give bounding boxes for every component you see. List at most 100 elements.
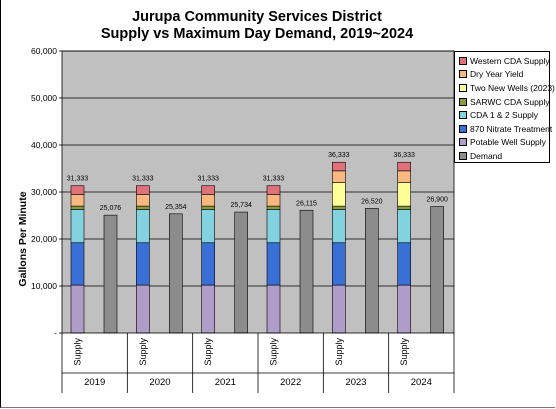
legend-swatch <box>459 124 467 133</box>
supply-segment <box>266 205 281 210</box>
x-category-label: Supply <box>203 338 213 366</box>
supply-total-label: 36,333 <box>393 152 415 159</box>
legend-item: Dry Year Yield <box>459 68 549 82</box>
chart-title-line1: Jurupa Community Services District <box>132 9 382 25</box>
chart-legend: Western CDA Supply Dry Year Yield Two New … <box>454 51 555 163</box>
demand-bar <box>169 213 183 334</box>
demand-value-label: 26,520 <box>361 198 383 205</box>
supply-segment <box>136 185 150 195</box>
legend-label: CDA 1 & 2 Supply <box>470 110 539 121</box>
legend-swatch <box>459 70 467 79</box>
supply-segment <box>332 161 346 172</box>
legend-label: SARWC CDA Supply <box>470 96 550 107</box>
supply-segment <box>136 209 150 244</box>
x-category-label: Supply <box>334 338 344 366</box>
x-category-label: Supply <box>269 338 279 366</box>
supply-segment <box>136 205 150 210</box>
demand-bar <box>299 209 314 334</box>
supply-segment <box>136 194 150 207</box>
x-year-label: 2021 <box>215 377 236 388</box>
supply-segment <box>397 242 411 286</box>
x-year-label: 2020 <box>149 377 170 388</box>
x-year-label: 2024 <box>411 377 432 388</box>
y-tick-label: 30,000 <box>31 187 57 197</box>
supply-segment <box>201 284 215 334</box>
supply-segment <box>266 194 281 207</box>
demand-bar <box>365 208 379 334</box>
legend-label: Two New Wells (2023) <box>470 82 555 93</box>
x-category-label: Supply <box>73 338 83 366</box>
x-category-label: Supply <box>399 338 409 366</box>
legend-label: Potable Well Supply <box>470 137 546 148</box>
legend-swatch <box>459 138 467 147</box>
supply-segment <box>266 185 281 195</box>
legend-item: 870 Nitrate Treatment <box>459 122 553 136</box>
supply-segment <box>397 182 411 207</box>
x-year-label: 2019 <box>84 377 105 388</box>
supply-segment <box>70 185 85 195</box>
supply-segment <box>397 161 411 172</box>
supply-segment <box>201 205 215 210</box>
supply-segment <box>397 209 411 244</box>
legend-swatch <box>459 97 467 106</box>
x-year-label: 2023 <box>345 377 366 388</box>
legend-item: Western CDA Supply <box>459 54 550 68</box>
supply-total-label: 31,333 <box>132 176 154 183</box>
supply-segment <box>332 205 346 210</box>
supply-segment <box>201 185 215 195</box>
y-tick-label: 60,000 <box>31 46 57 56</box>
supply-total-label: 31,333 <box>67 176 89 183</box>
legend-label: Demand <box>470 150 503 161</box>
demand-value-label: 26,900 <box>426 197 448 204</box>
supply-segment <box>136 242 150 286</box>
chart-title-line2: Supply vs Maximum Day Demand, 2019~2024 <box>100 26 414 42</box>
legend-label: 870 Nitrate Treatment <box>470 123 553 134</box>
supply-total-label: 31,333 <box>197 176 219 183</box>
demand-bar <box>430 206 444 334</box>
y-tick-label: 10,000 <box>31 281 57 291</box>
supply-segment <box>201 209 215 244</box>
supply-segment <box>70 205 85 210</box>
supply-segment <box>70 194 85 207</box>
supply-segment <box>70 284 85 334</box>
legend-item: Demand <box>459 149 549 163</box>
supply-segment <box>332 242 346 286</box>
demand-value-label: 25,076 <box>100 205 122 212</box>
supply-segment <box>266 242 281 286</box>
supply-total-label: 31,333 <box>263 176 285 183</box>
supply-segment <box>266 284 281 334</box>
supply-segment <box>397 284 411 334</box>
demand-value-label: 25,734 <box>230 202 252 209</box>
legend-label: Dry Year Yield <box>470 69 524 80</box>
supply-segment <box>70 242 85 286</box>
supply-segment <box>201 194 215 207</box>
demand-value-label: 25,354 <box>165 204 187 211</box>
legend-label: Western CDA Supply <box>470 55 550 66</box>
supply-segment <box>201 242 215 286</box>
supply-segment <box>266 209 281 244</box>
legend-item: SARWC CDA Supply <box>459 95 550 109</box>
legend-swatch <box>459 83 467 92</box>
y-tick-label: 40,000 <box>31 140 57 150</box>
supply-segment <box>332 284 346 334</box>
supply-segment <box>332 170 346 183</box>
supply-total-label: 36,333 <box>328 152 350 159</box>
x-category-label: Supply <box>138 338 148 366</box>
supply-segment <box>70 209 85 244</box>
y-tick-label: - <box>54 328 57 338</box>
legend-swatch <box>459 151 467 160</box>
legend-item: CDA 1 & 2 Supply <box>459 108 549 122</box>
supply-segment <box>332 209 346 244</box>
supply-segment <box>136 284 150 334</box>
supply-segment <box>397 170 411 183</box>
legend-item: Two New Wells (2023) <box>459 81 555 95</box>
supply-segment <box>397 205 411 210</box>
supply-segment <box>332 182 346 207</box>
legend-swatch <box>459 111 467 120</box>
demand-value-label: 26,115 <box>296 200 317 207</box>
y-tick-label: 50,000 <box>31 93 57 103</box>
demand-bar <box>103 214 118 334</box>
legend-item: Potable Well Supply <box>459 136 549 150</box>
